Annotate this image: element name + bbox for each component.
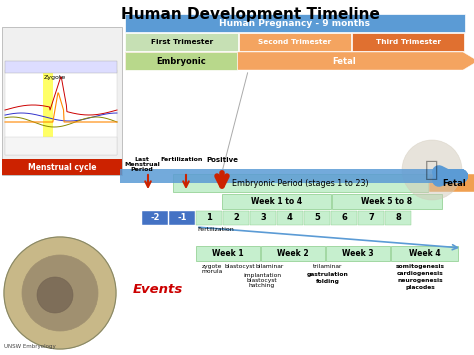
Text: First Trimester: First Trimester xyxy=(151,39,213,45)
Bar xyxy=(250,211,276,225)
Bar xyxy=(223,211,249,225)
Bar xyxy=(125,52,237,70)
Text: Menstrual cycle: Menstrual cycle xyxy=(28,163,96,171)
Bar xyxy=(5,61,117,73)
Text: 1: 1 xyxy=(206,213,212,223)
Text: Week 1 to 4: Week 1 to 4 xyxy=(251,197,302,206)
Text: Period: Period xyxy=(131,167,154,172)
Text: zygote: zygote xyxy=(202,264,222,269)
Circle shape xyxy=(402,140,462,200)
Text: hatching: hatching xyxy=(249,283,275,288)
Bar xyxy=(2,159,122,175)
Text: -2: -2 xyxy=(150,213,160,223)
Bar xyxy=(5,70,117,155)
Text: placodes: placodes xyxy=(405,285,435,290)
Text: morula: morula xyxy=(201,269,223,274)
Bar xyxy=(126,33,238,51)
Bar xyxy=(125,14,465,32)
Bar xyxy=(304,211,330,225)
Bar xyxy=(332,194,442,209)
Text: blastocyst: blastocyst xyxy=(225,264,255,269)
Text: Week 5 to 8: Week 5 to 8 xyxy=(362,197,412,206)
Text: folding: folding xyxy=(316,279,340,284)
Text: 3: 3 xyxy=(260,213,266,223)
Circle shape xyxy=(37,277,73,313)
Bar xyxy=(385,211,411,225)
Bar xyxy=(5,137,117,155)
Bar xyxy=(277,211,303,225)
Bar xyxy=(326,246,390,261)
FancyArrow shape xyxy=(125,52,474,70)
Text: 👶: 👶 xyxy=(425,160,439,180)
Text: neurogenesis: neurogenesis xyxy=(397,278,443,283)
Bar xyxy=(43,70,53,155)
Circle shape xyxy=(4,237,116,349)
Text: Third Trimester: Third Trimester xyxy=(376,39,441,45)
Text: 5: 5 xyxy=(314,213,320,223)
Text: Human Development Timeline: Human Development Timeline xyxy=(120,7,380,22)
Text: Last: Last xyxy=(135,157,149,162)
Text: gastrulation: gastrulation xyxy=(307,272,349,277)
Text: Fertilization: Fertilization xyxy=(197,227,234,232)
Text: Positive: Positive xyxy=(206,157,238,163)
Bar xyxy=(2,27,122,175)
Text: Fertilization: Fertilization xyxy=(161,157,203,162)
FancyArrow shape xyxy=(429,174,474,192)
Text: cardiogenesis: cardiogenesis xyxy=(397,271,443,276)
Text: UNSW Embryology: UNSW Embryology xyxy=(4,344,56,349)
Text: blastocyst: blastocyst xyxy=(246,278,277,283)
Text: 4: 4 xyxy=(287,213,293,223)
Text: trilaminar: trilaminar xyxy=(313,264,343,269)
Text: Fetal: Fetal xyxy=(332,56,356,66)
Bar xyxy=(142,211,168,225)
Text: Human Pregnancy - 9 months: Human Pregnancy - 9 months xyxy=(219,18,371,27)
Text: 7: 7 xyxy=(368,213,374,223)
Bar xyxy=(120,169,460,183)
Text: Week 3: Week 3 xyxy=(342,249,374,258)
Text: Week 1: Week 1 xyxy=(212,249,244,258)
Bar xyxy=(352,33,465,51)
Text: Fetal: Fetal xyxy=(442,179,466,187)
Text: Events: Events xyxy=(133,283,183,296)
Bar xyxy=(196,211,222,225)
Text: Embryonic: Embryonic xyxy=(156,56,206,66)
Text: 6: 6 xyxy=(341,213,347,223)
Bar xyxy=(239,33,351,51)
Text: bilaminar: bilaminar xyxy=(256,264,284,269)
Text: Second Trimester: Second Trimester xyxy=(258,39,332,45)
Text: Week 4: Week 4 xyxy=(409,249,440,258)
Circle shape xyxy=(22,255,98,331)
Text: Embryonic Period (stages 1 to 23): Embryonic Period (stages 1 to 23) xyxy=(232,179,369,187)
Text: Menstrual: Menstrual xyxy=(124,162,160,167)
Text: Zygote: Zygote xyxy=(44,75,66,80)
Text: 2: 2 xyxy=(233,213,239,223)
Text: Week 2: Week 2 xyxy=(277,249,309,258)
Bar xyxy=(196,246,260,261)
Bar xyxy=(331,211,357,225)
Bar xyxy=(391,246,458,261)
Text: 8: 8 xyxy=(395,213,401,223)
Text: -1: -1 xyxy=(177,213,187,223)
Bar xyxy=(222,194,331,209)
Bar xyxy=(358,211,384,225)
Text: implantation: implantation xyxy=(243,273,281,278)
Bar xyxy=(261,246,325,261)
Bar xyxy=(169,211,195,225)
Text: somitogenesis: somitogenesis xyxy=(395,264,445,269)
Bar xyxy=(173,174,428,192)
